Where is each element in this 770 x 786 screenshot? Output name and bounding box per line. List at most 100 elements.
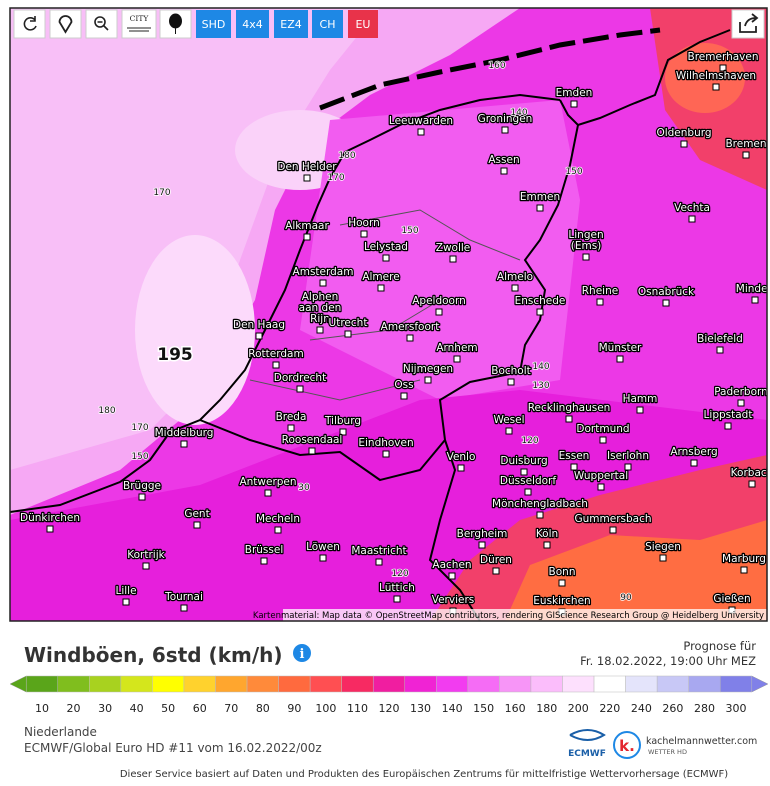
city-label: Rotterdam xyxy=(248,348,303,360)
kachelmann-k: k. xyxy=(619,737,635,755)
contour-label: 90 xyxy=(620,593,632,603)
model-run: ECMWF/Global Euro HD #11 vom 16.02.2022/… xyxy=(24,741,322,755)
islands xyxy=(319,27,661,111)
city-marker xyxy=(737,399,745,407)
city-label: Amsterdam xyxy=(293,266,354,278)
city-marker xyxy=(501,126,509,134)
locate-button[interactable] xyxy=(49,9,82,39)
city-marker xyxy=(457,464,465,472)
city-label: Duisburg xyxy=(500,455,547,467)
scale-swatch xyxy=(372,675,406,693)
city-label: aan den xyxy=(299,302,342,314)
map-frame xyxy=(9,7,768,622)
city-button[interactable] xyxy=(121,9,157,39)
city-marker xyxy=(536,308,544,316)
model-button-label: EZ4 xyxy=(280,18,301,31)
region: Niederlande xyxy=(24,725,97,739)
city-label: Aachen xyxy=(432,559,471,571)
contour-label: 195 xyxy=(157,345,193,365)
city-label: Brügge xyxy=(123,480,161,492)
contour-label: 150 xyxy=(131,452,148,462)
city-marker xyxy=(751,296,759,304)
share-icon xyxy=(739,13,759,33)
city-label: Bergheim xyxy=(457,528,508,540)
info-icon: i xyxy=(300,647,305,662)
city-marker xyxy=(570,100,578,108)
city-marker xyxy=(500,167,508,175)
city-marker xyxy=(524,488,532,496)
city-label: Marburg xyxy=(722,553,766,565)
city-label: Roosendaal xyxy=(282,434,343,446)
field xyxy=(135,235,255,425)
ecmwf-logo xyxy=(569,729,606,741)
city-marker xyxy=(609,526,617,534)
scale-swatch xyxy=(57,675,90,693)
city-label: Alkmaar xyxy=(285,220,329,232)
model-button[interactable] xyxy=(274,10,308,38)
info-button[interactable] xyxy=(293,644,311,662)
scale-swatch xyxy=(467,675,500,693)
city-label: Middelburg xyxy=(155,427,214,439)
contour-label: 130 xyxy=(532,381,549,391)
city-label: Gießen xyxy=(713,593,750,605)
city-label: Arnhem xyxy=(436,342,477,354)
cities: Bremerhaven Wilhelmshaven Emden Leeuwarden G… xyxy=(19,50,770,616)
city-marker xyxy=(690,459,698,467)
model-button[interactable] xyxy=(312,10,343,38)
model-button-label: EU xyxy=(355,18,370,31)
city-label: Oss xyxy=(394,379,413,391)
city-label: Hoorn xyxy=(348,217,380,229)
city-label: Köln xyxy=(536,528,558,540)
model-button-label: CH xyxy=(320,18,336,31)
reload-icon xyxy=(23,16,37,31)
scale-label: 110 xyxy=(347,702,368,715)
city-marker xyxy=(599,436,607,444)
scale-label: 30 xyxy=(98,702,112,715)
city-label: Arnsberg xyxy=(670,446,717,458)
share-button[interactable] xyxy=(731,9,765,39)
model-button[interactable] xyxy=(348,10,378,38)
scale-swatch xyxy=(530,675,563,693)
scale-swatch xyxy=(625,675,658,693)
city-label: Korbach xyxy=(731,467,770,479)
city-marker xyxy=(138,493,146,501)
city-marker xyxy=(264,489,272,497)
reload-button[interactable] xyxy=(13,9,46,39)
model-button[interactable] xyxy=(196,10,231,38)
scale-swatch xyxy=(309,675,342,693)
city-label: Mecheln xyxy=(256,513,300,525)
city-label: Rheine xyxy=(582,285,618,297)
city-label: Nijmegen xyxy=(403,363,453,375)
city-label: Lippstadt xyxy=(704,409,753,421)
zoom-icon xyxy=(94,16,106,28)
city-label: Brüssel xyxy=(245,544,284,556)
city-label: Euskirchen xyxy=(533,595,590,607)
city-marker xyxy=(724,422,732,430)
province-border xyxy=(249,209,521,401)
city-marker xyxy=(180,604,188,612)
scale-swatch xyxy=(183,675,216,693)
scale-label: 120 xyxy=(379,702,400,715)
color-scale: 10 20 30 40 50 60 70 80 90 100 110 120 130 140 150 160 1… xyxy=(9,675,769,715)
model-buttons: SHD 4x4 EZ4 CH EU xyxy=(196,10,378,38)
city-label: Tilburg xyxy=(324,415,361,427)
contour-label: 170 xyxy=(327,173,344,183)
city-label: Hamm xyxy=(623,393,658,405)
contour-label: 180 xyxy=(98,406,115,416)
scale-label: 10 xyxy=(35,702,49,715)
city-marker xyxy=(511,284,519,292)
city-label: Düren xyxy=(480,554,512,566)
contour-label: 160 xyxy=(488,61,505,71)
model-button[interactable] xyxy=(236,10,269,38)
city-marker xyxy=(308,447,316,455)
ecmwf-text: ECMWF xyxy=(568,749,606,759)
city-label: Lelystad xyxy=(364,241,408,253)
city-marker xyxy=(339,428,347,436)
city-marker xyxy=(680,140,688,148)
city-marker xyxy=(382,450,390,458)
zoom-out-button[interactable] xyxy=(85,9,118,39)
scale-label: 70 xyxy=(224,702,238,715)
model-button-label: 4x4 xyxy=(242,18,263,31)
city-marker xyxy=(382,254,390,262)
scale-arrow xyxy=(9,675,27,693)
